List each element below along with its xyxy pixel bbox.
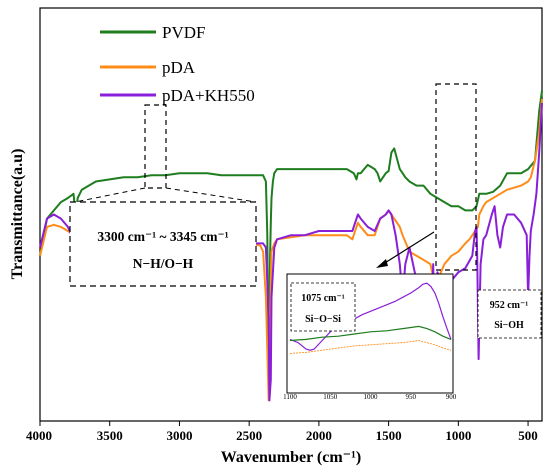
x-tick-label: 3000 xyxy=(166,428,192,443)
inset-label-box-si-o-si xyxy=(290,282,356,332)
inset-x-tick-label: 900 xyxy=(446,393,457,401)
leader-line-nh-oh-2 xyxy=(165,187,257,203)
x-tick-label: 2500 xyxy=(236,428,262,443)
x-tick-label: 3500 xyxy=(97,428,123,443)
legend: PVDF pDA pDA+KH550 xyxy=(100,23,255,105)
inset-line-pvdf xyxy=(289,325,452,342)
annotation-box-nh-oh xyxy=(69,201,257,287)
legend-label-pda: pDA xyxy=(162,58,196,77)
inset-x-tick-label: 950 xyxy=(406,393,417,401)
leader-line-nh-oh xyxy=(74,187,146,203)
legend-label-pda-kh550: pDA+KH550 xyxy=(162,86,255,105)
inset-x-axis: 1100 1050 1000 950 900 xyxy=(283,393,457,401)
inset-chart: 1100 1050 1000 950 900 1075 cm⁻¹ Si−O−Si xyxy=(283,273,457,401)
inset-x-tick-label: 1000 xyxy=(364,393,379,401)
inset-series-layer xyxy=(289,282,452,354)
inset-line-pda xyxy=(289,340,452,354)
label-952: 952 cm⁻¹ xyxy=(490,300,529,311)
x-tick-label: 500 xyxy=(518,428,538,443)
x-tick-label: 1500 xyxy=(376,428,402,443)
highlight-box-si xyxy=(435,83,477,271)
label-si-oh: Si−OH xyxy=(494,320,524,331)
zoom-arrow xyxy=(379,231,435,267)
label-box-si-oh xyxy=(477,289,542,339)
legend-label-pvdf: PVDF xyxy=(162,23,205,42)
plot-frame xyxy=(39,7,543,422)
y-axis-title: Transmittance(a.u) xyxy=(9,149,26,280)
x-axis-title: Wavenumber (cm⁻¹) xyxy=(221,449,361,466)
x-tick-label: 4000 xyxy=(26,428,52,443)
highlight-box-nh-oh xyxy=(144,104,167,189)
zoom-arrowhead xyxy=(376,259,388,268)
inset-x-tick-label: 1050 xyxy=(323,393,338,401)
annotation-nh-oh: N−H/O−H xyxy=(133,256,194,271)
series-line-pvdf xyxy=(39,90,543,381)
x-tick-label: 2000 xyxy=(306,428,332,443)
inset-line-pda-kh550 xyxy=(289,282,452,351)
inset-x-tick-label: 1100 xyxy=(283,393,297,401)
annotation-wavenumber-range: 3300 cm⁻¹ ~ 3345 cm⁻¹ xyxy=(97,229,228,244)
x-axis: 4000 3500 3000 2500 2000 1500 1000 500 xyxy=(26,421,538,443)
inset-label-si-o-si: Si−O−Si xyxy=(305,314,341,325)
inset-label-1075: 1075 cm⁻¹ xyxy=(301,293,345,304)
x-tick-label: 1000 xyxy=(445,428,471,443)
